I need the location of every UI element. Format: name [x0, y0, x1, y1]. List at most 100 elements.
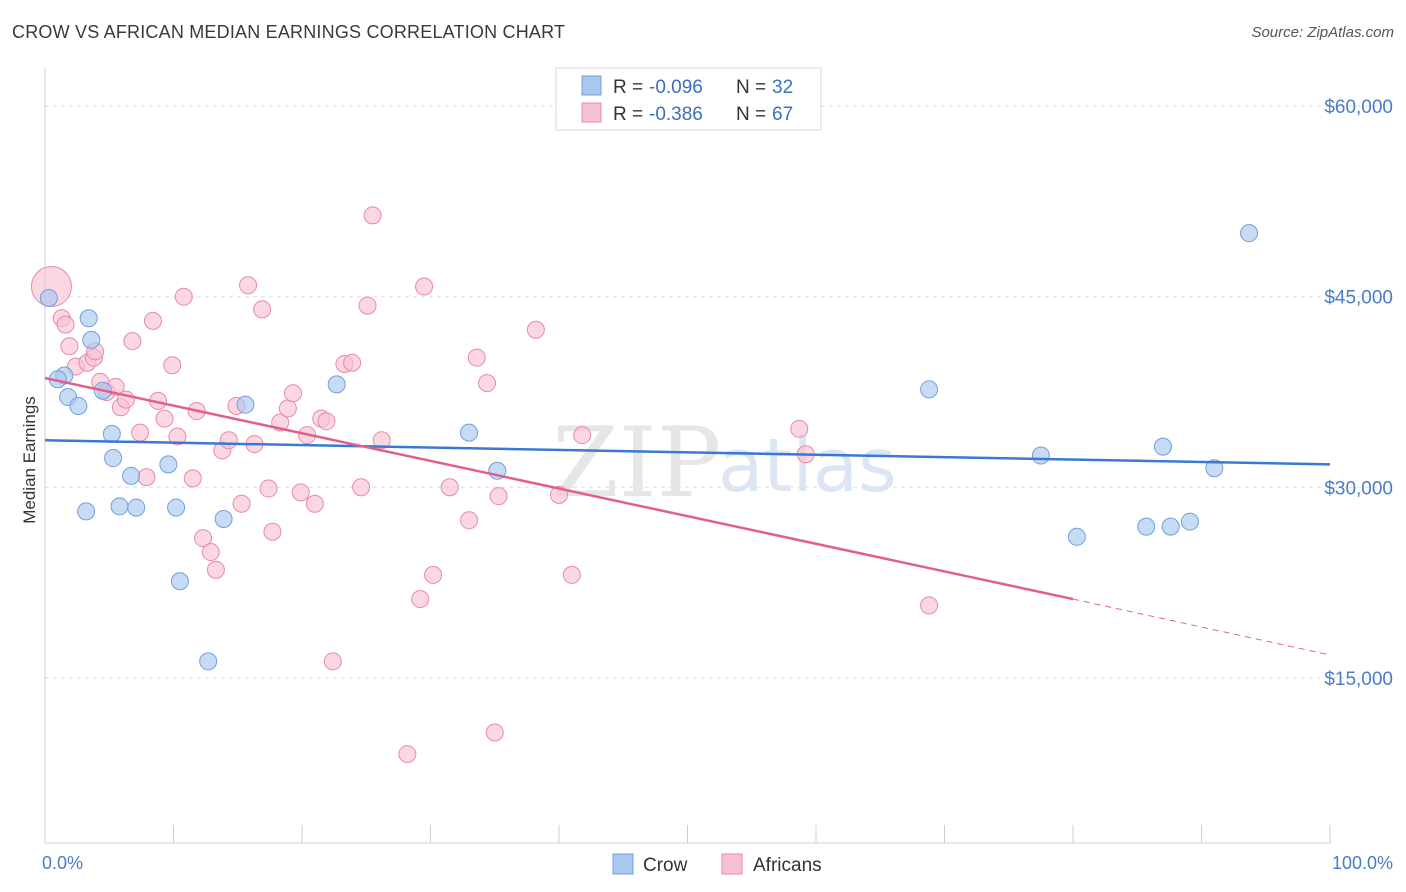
- point-crow-18: [236, 395, 255, 414]
- point-africans-41: [305, 494, 324, 513]
- point-africans-13: [123, 332, 142, 351]
- point-crow-30: [1240, 224, 1259, 243]
- point-africans-14: [131, 423, 150, 442]
- point-crow-17: [214, 510, 233, 529]
- point-crow-14: [167, 498, 186, 517]
- point-crow-25: [1137, 517, 1156, 536]
- point-crow-13: [159, 455, 178, 474]
- point-africans-63: [562, 565, 581, 584]
- point-africans-18: [155, 409, 174, 428]
- point-crow-0: [39, 288, 58, 307]
- legend: R = -0.096 N = 32 R = -0.386 N = 67: [555, 67, 822, 131]
- trend-line-africans: [44, 376, 1074, 601]
- point-africans-67: [920, 596, 939, 615]
- trend-line-crow: [44, 439, 1331, 466]
- trend-line-extension-africans: [1072, 598, 1331, 656]
- point-africans-58: [478, 374, 497, 393]
- point-crow-27: [1161, 517, 1180, 536]
- point-africans-31: [239, 276, 258, 295]
- legend-r-label-crow: R =: [613, 77, 643, 98]
- point-crow-15: [170, 572, 189, 591]
- legend-n-value-crow: 32: [772, 77, 793, 98]
- y-tick-label-1: $30,000: [1324, 478, 1393, 499]
- y-tick-labels: $15,000 $30,000 $45,000 $60,000: [1324, 97, 1393, 690]
- point-crow-4: [77, 502, 96, 521]
- point-crow-12: [127, 498, 146, 517]
- point-crow-6: [82, 330, 101, 349]
- point-africans-3: [60, 337, 79, 356]
- point-africans-64: [573, 426, 592, 445]
- point-crow-29: [1205, 459, 1224, 478]
- point-crow-23: [1031, 446, 1050, 465]
- legend-swatch-crow: [581, 75, 602, 96]
- legend-r-value-crow: -0.096: [649, 77, 703, 98]
- point-africans-2: [56, 315, 75, 334]
- point-africans-39: [291, 483, 310, 502]
- point-crow-11: [122, 466, 141, 485]
- point-africans-21: [174, 287, 193, 306]
- y-tick-label-2: $45,000: [1324, 288, 1393, 309]
- x-tick-label-0: 0.0%: [42, 853, 83, 873]
- x-tick-label-1: 100.0%: [1332, 853, 1393, 873]
- point-africans-22: [183, 469, 202, 488]
- point-africans-35: [263, 522, 282, 541]
- point-africans-16: [143, 311, 162, 330]
- point-africans-51: [398, 745, 417, 764]
- point-africans-65: [790, 419, 809, 438]
- point-africans-61: [526, 320, 545, 339]
- legend-r-label-africans: R =: [613, 104, 643, 125]
- series-legend-crow: Crow: [643, 855, 688, 876]
- point-africans-15: [137, 468, 156, 487]
- point-africans-43: [317, 412, 336, 431]
- point-crow-28: [1180, 512, 1199, 531]
- point-africans-33: [253, 300, 272, 319]
- chart-source: Source: ZipAtlas.com: [1251, 24, 1394, 41]
- point-africans-46: [343, 353, 362, 372]
- point-africans-56: [460, 511, 479, 530]
- point-africans-26: [206, 560, 225, 579]
- point-africans-57: [467, 348, 486, 367]
- legend-n-value-africans: 67: [772, 104, 793, 125]
- point-africans-28: [219, 431, 238, 450]
- point-africans-37: [278, 399, 297, 418]
- point-africans-49: [363, 206, 382, 225]
- point-africans-53: [415, 277, 434, 296]
- point-crow-5: [79, 309, 98, 328]
- point-africans-59: [485, 723, 504, 742]
- watermark-atlas: atlas: [718, 423, 897, 509]
- series-legend: Crow Africans: [612, 853, 822, 876]
- series-legend-swatch-africans: [721, 853, 743, 875]
- point-crow-24: [1067, 527, 1086, 546]
- point-crow-8: [102, 424, 121, 443]
- trend-lines: [44, 376, 1331, 656]
- point-africans-55: [440, 478, 459, 497]
- point-africans-38: [284, 384, 303, 403]
- point-africans-52: [411, 590, 430, 609]
- y-axis-label: Median Earnings: [20, 396, 39, 524]
- axes: [44, 68, 1331, 844]
- point-africans-54: [424, 565, 443, 584]
- chart-title: CROW VS AFRICAN MEDIAN EARNINGS CORRELAT…: [12, 22, 566, 42]
- point-crow-9: [104, 449, 123, 468]
- point-crow-16: [199, 652, 218, 671]
- legend-n-label-africans: N =: [736, 104, 766, 125]
- x-tick-labels: 0.0% 100.0%: [42, 853, 1393, 873]
- point-africans-30: [232, 494, 251, 513]
- point-africans-24: [194, 529, 213, 548]
- legend-n-label-crow: N =: [736, 77, 766, 98]
- gridlines: [45, 105, 1392, 679]
- y-tick-label-3: $60,000: [1324, 97, 1393, 118]
- point-crow-22: [920, 380, 939, 399]
- point-crow-10: [110, 497, 129, 516]
- y-tick-label-0: $15,000: [1324, 669, 1393, 690]
- point-africans-47: [352, 478, 371, 497]
- series-legend-swatch-crow: [612, 853, 634, 875]
- series-legend-africans: Africans: [753, 855, 822, 876]
- point-africans-44: [323, 652, 342, 671]
- point-africans-48: [358, 296, 377, 315]
- point-crow-20: [460, 423, 479, 442]
- point-africans-34: [259, 479, 278, 498]
- watermark-zip: ZIP: [552, 407, 721, 519]
- point-africans-20: [168, 427, 187, 446]
